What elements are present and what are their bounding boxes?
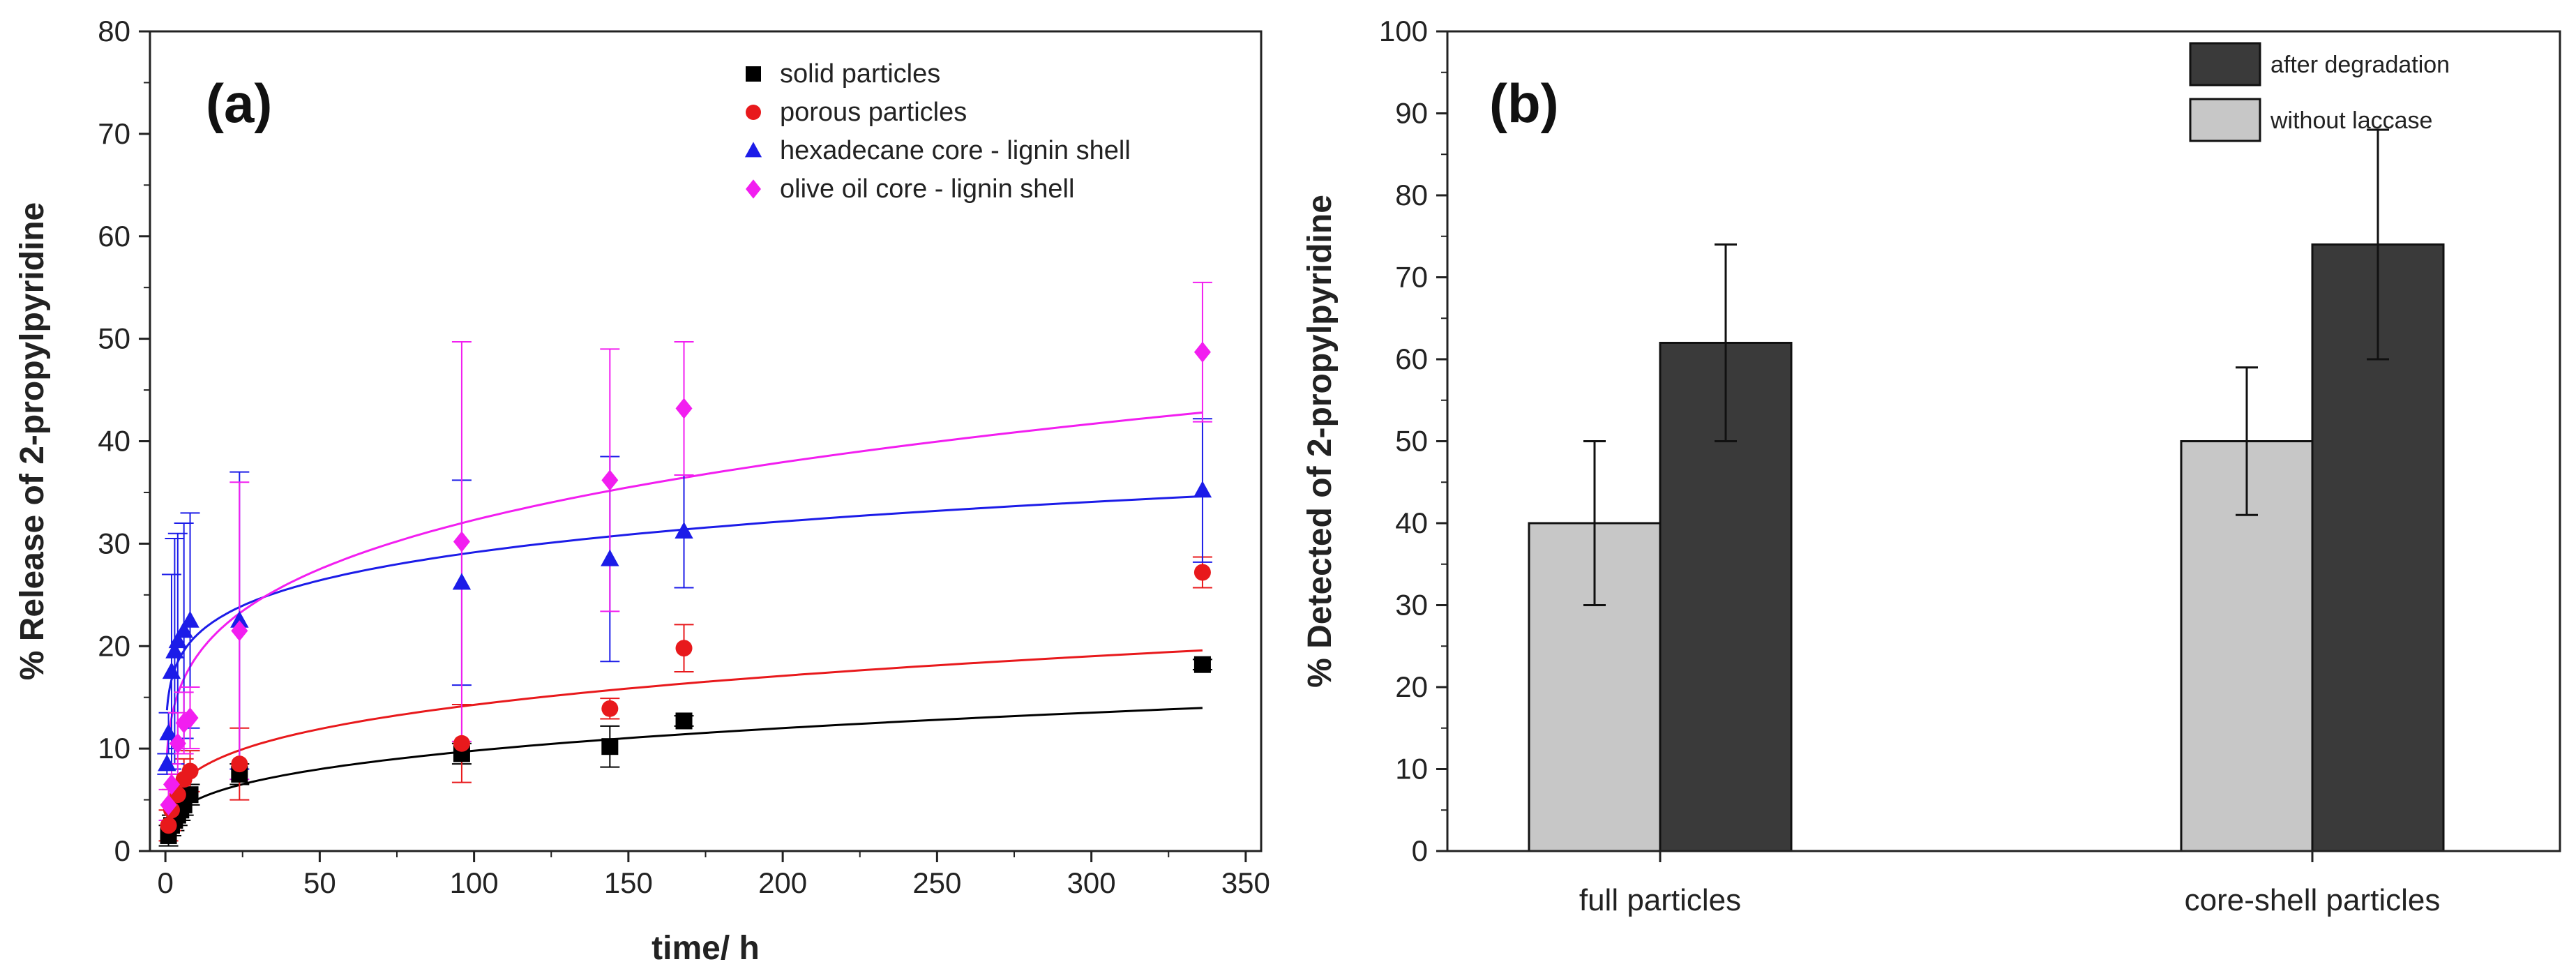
x-tick-label: 200 xyxy=(758,866,807,899)
panel-a-label: (a) xyxy=(206,73,272,134)
panel-b-label: (b) xyxy=(1489,73,1559,134)
y-tick-label: 40 xyxy=(98,425,130,458)
legend-label: olive oil core - lignin shell xyxy=(780,174,1074,204)
data-point xyxy=(181,762,199,780)
data-point xyxy=(165,641,184,659)
panel-b-legend: after degradation without laccase xyxy=(2189,42,2450,142)
panel-b-plot-frame xyxy=(1446,30,2561,852)
fit-curve-1 xyxy=(165,649,1203,815)
data-point xyxy=(160,817,177,834)
x-tick-label: 250 xyxy=(912,866,961,899)
data-point xyxy=(169,732,186,754)
data-point xyxy=(1193,656,1211,673)
panel-a-plot-frame xyxy=(149,30,1263,852)
x-tick-label: 50 xyxy=(303,866,336,899)
y-tick-label: 100 xyxy=(1379,15,1428,47)
data-point xyxy=(601,549,619,566)
data-point xyxy=(162,662,181,679)
x-tick-label: 150 xyxy=(604,866,653,899)
data-point xyxy=(181,610,199,628)
data-point xyxy=(1193,564,1211,581)
legend-label: without laccase xyxy=(2270,107,2432,134)
fit-curve-2 xyxy=(165,495,1203,711)
y-tick-label: 80 xyxy=(98,15,130,47)
y-tick-label: 40 xyxy=(1395,506,1428,539)
x-tick-label: 100 xyxy=(450,866,499,899)
y-tick-label: 80 xyxy=(1395,179,1428,211)
x-tick-label: 350 xyxy=(1221,866,1270,899)
fit-curve-3 xyxy=(165,411,1203,755)
data-point xyxy=(230,610,249,628)
legend-marker xyxy=(746,105,761,120)
y-tick-label: 50 xyxy=(98,322,130,355)
legend-label: solid particles xyxy=(780,59,940,89)
data-point xyxy=(163,774,180,795)
y-tick-label: 0 xyxy=(1412,834,1428,867)
y-tick-label: 60 xyxy=(1395,343,1428,375)
y-tick-label: 10 xyxy=(98,732,130,765)
data-point xyxy=(601,469,619,491)
data-point xyxy=(601,738,619,755)
data-point xyxy=(1193,341,1211,363)
data-point xyxy=(159,723,178,741)
legend-marker xyxy=(746,66,761,82)
legend-label: after degradation xyxy=(2270,52,2450,78)
panel-b-chart: 0 10 20 30 40 50 60 70 80 90 100 (b) after degrada… xyxy=(1302,15,2561,917)
legend-label: porous particles xyxy=(780,98,967,127)
data-point xyxy=(675,640,693,657)
data-point xyxy=(675,398,693,419)
y-tick-label: 30 xyxy=(1395,589,1428,622)
category-label: full particles xyxy=(1579,883,1741,917)
y-tick-label: 30 xyxy=(98,527,130,559)
y-tick-label: 70 xyxy=(98,117,130,150)
data-point xyxy=(174,621,193,638)
panel-a-chart: 0 50 100 150 200 250 300 350 0 10 20 30 40 50 60 70 80 (… xyxy=(14,15,1270,967)
data-point xyxy=(181,707,199,729)
x-tick-label: 300 xyxy=(1067,866,1116,899)
legend-marker xyxy=(744,142,762,158)
y-tick-label: 0 xyxy=(114,834,130,867)
data-point xyxy=(453,531,470,552)
data-point xyxy=(168,631,188,649)
data-point xyxy=(675,521,693,539)
y-tick-label: 90 xyxy=(1395,97,1428,130)
data-point xyxy=(160,794,177,815)
y-tick-label: 10 xyxy=(1395,753,1428,785)
data-point xyxy=(1193,481,1212,498)
panel-a-legend: solid particles porous particles hexadecan… xyxy=(744,59,1131,204)
y-tick-label: 20 xyxy=(1395,670,1428,703)
data-point xyxy=(452,573,472,590)
data-point xyxy=(601,700,619,717)
data-point xyxy=(675,712,693,730)
legend-swatch xyxy=(2189,98,2261,142)
legend-label: hexadecane core - lignin shell xyxy=(780,136,1131,165)
category-label: core-shell particles xyxy=(2185,883,2441,917)
x-tick-label: 0 xyxy=(157,866,173,899)
legend-swatch xyxy=(2189,42,2261,86)
legend-marker xyxy=(746,179,761,199)
y-tick-label: 70 xyxy=(1395,261,1428,294)
panel-a-y-axis-title: % Release of 2-propylpyridine xyxy=(14,202,51,681)
panel-a-x-axis-title: time/ h xyxy=(651,930,760,967)
y-tick-label: 20 xyxy=(98,629,130,662)
data-point xyxy=(453,735,470,752)
data-point xyxy=(158,754,176,772)
data-point xyxy=(231,755,248,773)
y-tick-label: 60 xyxy=(98,220,130,253)
panel-b-y-axis-title: % Detected of 2-propylpyridine xyxy=(1302,195,1339,688)
y-tick-label: 50 xyxy=(1395,425,1428,458)
data-point xyxy=(231,620,248,642)
